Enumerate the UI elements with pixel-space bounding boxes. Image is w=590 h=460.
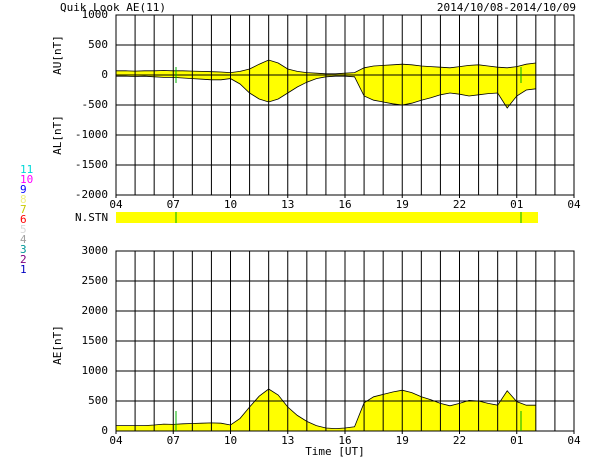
x-tick-label: 13 [281,434,294,447]
y-tick-label: 1000 [82,8,109,21]
nstn-label: N.STN [75,211,108,224]
y-tick-label: 2500 [82,274,109,287]
station-label: 9 [20,183,27,196]
station-label: 4 [20,233,27,246]
x-tick-label: 07 [167,198,180,211]
y-tick-label: -1000 [75,128,108,141]
y-tick-label: 1500 [82,334,109,347]
x-tick-label: 04 [109,434,123,447]
x-tick-label: 04 [109,198,123,211]
station-label: 8 [20,193,27,206]
x-tick-label: 10 [224,198,237,211]
area [116,75,536,108]
area [116,60,536,75]
x-tick-label: 04 [567,434,581,447]
plot-frame [115,250,575,432]
y-tick-label: 3000 [82,244,109,257]
nstn-bar [116,212,538,223]
x-tick-label: 19 [396,434,409,447]
x-tick-label: 01 [510,198,523,211]
x-tick-label: 13 [281,198,294,211]
plot-frame [115,14,575,196]
x-tick-label: 01 [510,434,523,447]
station-label: 1 [20,263,27,276]
x-tick-label: 04 [567,198,581,211]
y-tick-label: 0 [101,68,108,81]
station-label: 7 [20,203,27,216]
x-axis-label: Time [UT] [305,445,365,458]
y-tick-label: 0 [101,424,108,437]
y-tick-label: 2000 [82,304,109,317]
station-label: 3 [20,243,27,256]
x-tick-label: 16 [338,434,351,447]
x-tick-label: 16 [338,198,351,211]
x-tick-label: 07 [167,434,180,447]
y-axis-label: AE[nT] [51,325,64,365]
chart-title: Quik Look AE(11) [60,1,166,14]
x-tick-label: 22 [453,434,466,447]
y-axis-label: AU[nT] [51,35,64,75]
y-tick-label: 500 [88,38,108,51]
date-range: 2014/10/08-2014/10/09 [437,1,576,14]
y-tick-label: -2000 [75,188,108,201]
station-label: 6 [20,213,27,226]
y-tick-label: 1000 [82,364,109,377]
x-tick-label: 19 [396,198,409,211]
area [116,389,536,431]
station-label: 10 [20,173,33,186]
y-tick-label: -500 [82,98,109,111]
x-tick-label: 10 [224,434,237,447]
y-tick-label: 500 [88,394,108,407]
station-label: 2 [20,253,27,266]
station-label: 5 [20,223,27,236]
y-axis-label: AL[nT] [51,115,64,155]
station-label: 11 [20,163,33,176]
y-tick-label: -1500 [75,158,108,171]
x-tick-label: 22 [453,198,466,211]
